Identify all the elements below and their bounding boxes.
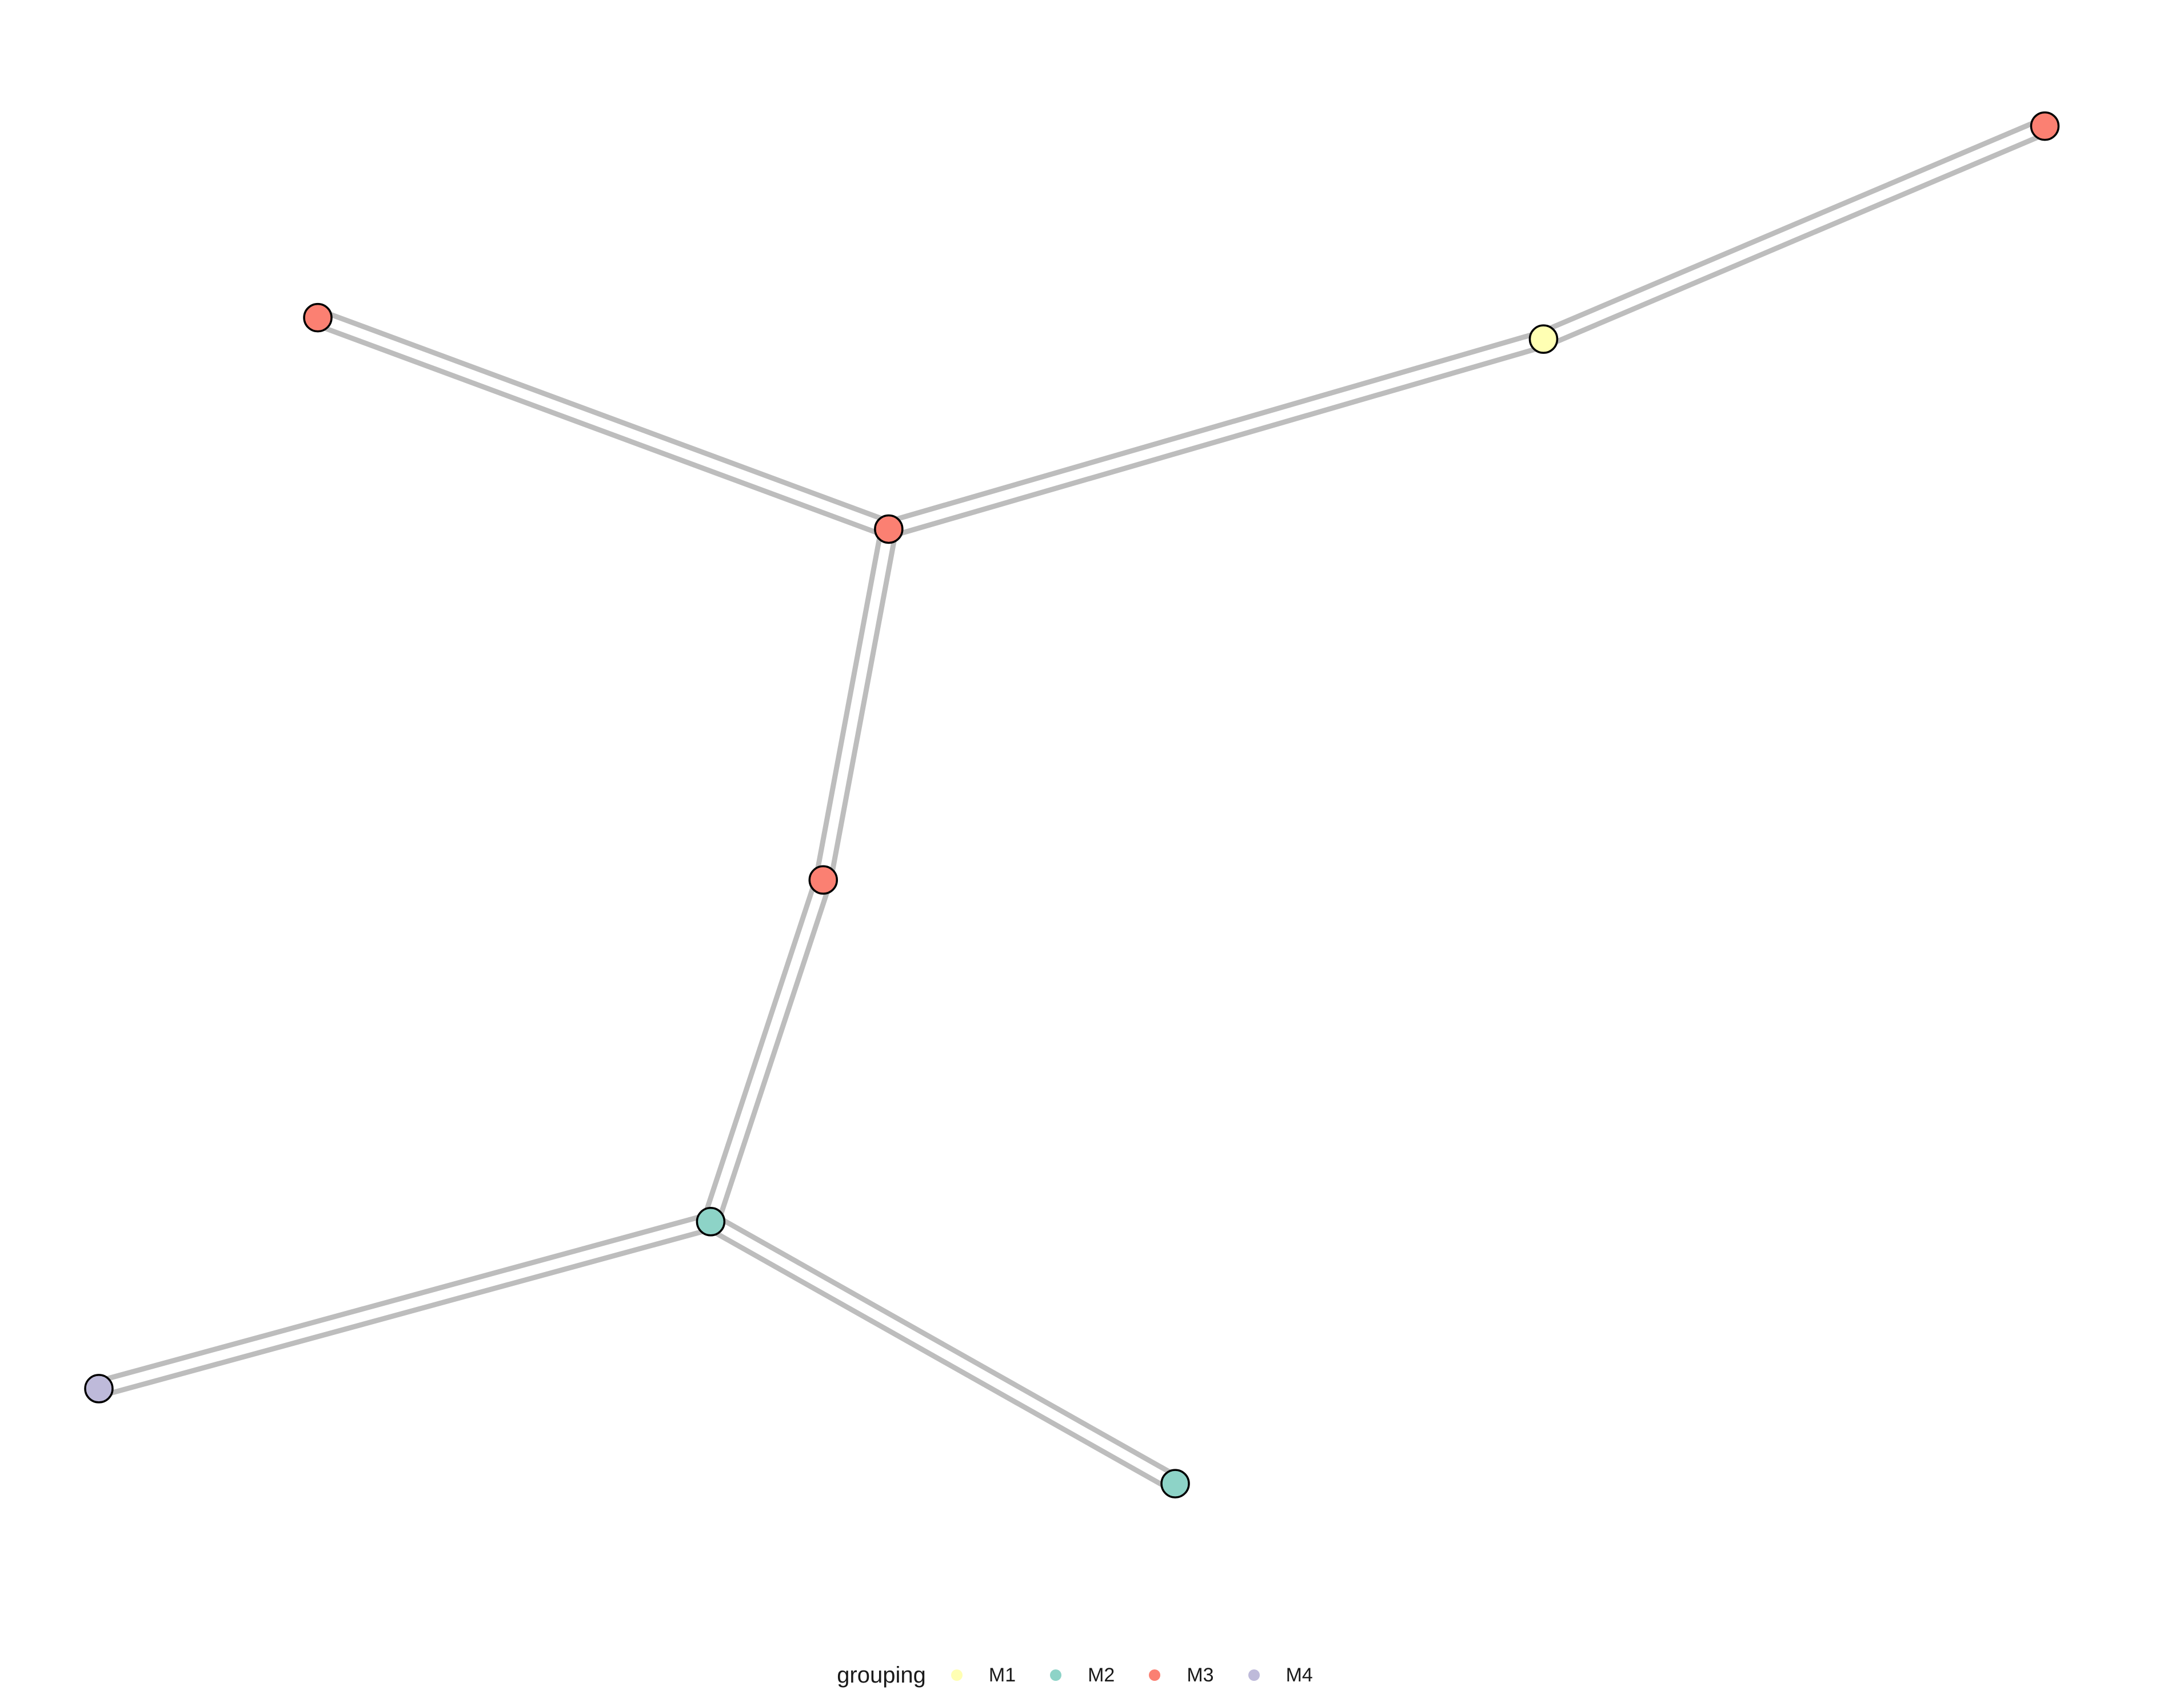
legend-item-m4: M4 [1248, 1664, 1313, 1687]
data-point-n8 [1160, 1469, 1190, 1498]
trajectory-edge-1-b [318, 308, 894, 525]
legend-item-m2: M2 [1050, 1664, 1115, 1687]
trajectory-edge-7-b [712, 1212, 1181, 1480]
trajectory-edge-3-b [1538, 117, 2045, 335]
legend-label-m3: M3 [1187, 1664, 1214, 1686]
legend-label-m1: M1 [988, 1664, 1016, 1686]
legend-title: grouping [837, 1662, 926, 1688]
trajectory-edge-2-a [888, 344, 1548, 539]
trajectory-edge-4-a [813, 525, 884, 882]
trajectory-edge-5-a [701, 875, 819, 1222]
data-point-n6 [696, 1207, 726, 1237]
data-point-n5 [808, 865, 839, 895]
legend-items: M1 M2 M3 M4 [951, 1664, 1347, 1687]
legend-item-m1: M1 [951, 1664, 1016, 1687]
legend: grouping M1 M2 M3 M4 [0, 1652, 2184, 1698]
trajectory-edge-2-b [884, 329, 1544, 525]
trajectory-edge-7-a [704, 1225, 1175, 1493]
trajectory-edge-6-b [98, 1226, 716, 1398]
trajectory-edge-5-b [715, 879, 833, 1227]
trajectory-edge-6-a [94, 1211, 712, 1384]
legend-key-m1 [951, 1669, 963, 1681]
node-layer [84, 111, 2060, 1498]
data-point-n4 [2030, 111, 2060, 141]
trajectory-edge-4-b [828, 528, 899, 884]
legend-item-m3: M3 [1149, 1664, 1214, 1687]
legend-key-m2 [1050, 1669, 1062, 1681]
legend-label-m2: M2 [1088, 1664, 1115, 1686]
legend-key-m3 [1149, 1669, 1161, 1681]
data-point-n1 [303, 302, 333, 333]
trajectory-edge-3-a [1544, 130, 2051, 349]
legend-key-m4 [1248, 1669, 1260, 1681]
data-point-n2 [874, 514, 904, 544]
data-point-n3 [1528, 324, 1559, 354]
data-point-n7 [84, 1374, 114, 1404]
trajectory-edge-1-a [313, 322, 889, 539]
legend-label-m4: M4 [1285, 1664, 1313, 1686]
edge-layer [94, 117, 2051, 1493]
